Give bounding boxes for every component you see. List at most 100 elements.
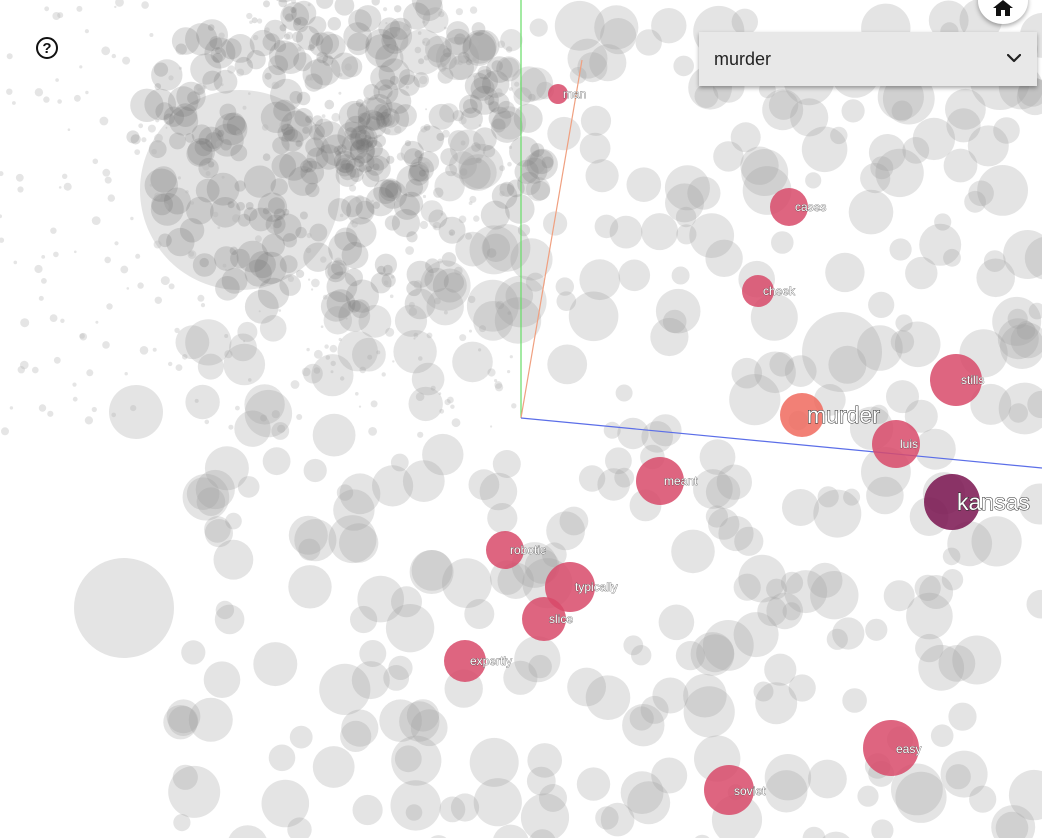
word-select-dropdown[interactable]: murder <box>699 32 1037 86</box>
background-point <box>196 19 229 51</box>
point-robotic-label: robotic <box>510 543 546 557</box>
point-stills[interactable]: stills <box>930 354 985 406</box>
background-point <box>473 215 480 222</box>
background-point <box>422 37 431 47</box>
background-point <box>493 824 529 838</box>
background-point <box>417 431 424 438</box>
background-point <box>406 231 418 243</box>
background-point <box>857 785 879 807</box>
point-man[interactable]: man <box>548 84 587 104</box>
point-cheek[interactable]: cheek <box>742 275 796 307</box>
point-cases-dot[interactable] <box>770 188 808 226</box>
background-point <box>280 110 313 143</box>
point-murder[interactable]: murder <box>780 393 881 437</box>
background-point <box>339 523 379 563</box>
background-point <box>600 17 637 55</box>
background-point <box>999 324 1042 369</box>
background-point <box>263 0 270 8</box>
background-point <box>334 227 358 251</box>
point-man-dot[interactable] <box>548 84 568 104</box>
background-point <box>381 273 396 288</box>
point-luis[interactable]: luis <box>872 420 920 468</box>
background-point <box>469 329 472 333</box>
background-point <box>15 173 24 182</box>
background-point <box>505 281 534 310</box>
background-point <box>577 52 608 83</box>
point-slice[interactable]: slice <box>522 597 574 641</box>
background-point <box>283 126 298 142</box>
background-point <box>780 571 804 594</box>
background-point <box>442 129 450 138</box>
background-point <box>303 458 327 483</box>
help-button[interactable]: ? <box>36 37 58 59</box>
background-point <box>443 310 448 315</box>
point-murder-label: murder <box>807 402 880 428</box>
background-point <box>541 156 554 169</box>
background-point <box>166 699 201 734</box>
background-point <box>391 586 422 618</box>
background-point <box>589 44 627 82</box>
background-point <box>469 195 477 203</box>
point-meant-dot[interactable] <box>636 457 684 505</box>
point-expertly[interactable]: expertly <box>444 640 512 682</box>
background-point <box>665 183 704 223</box>
point-soviet-label: soviet <box>734 784 766 798</box>
background-point <box>197 87 204 94</box>
background-point <box>425 258 440 274</box>
point-kansas-dot[interactable] <box>924 474 980 530</box>
background-point <box>243 165 276 198</box>
point-slice-dot[interactable] <box>522 597 566 641</box>
point-luis-dot[interactable] <box>872 420 920 468</box>
background-point <box>410 709 448 747</box>
background-point <box>460 107 483 130</box>
point-stills-dot[interactable] <box>930 354 982 406</box>
point-meant[interactable]: meant <box>636 457 698 505</box>
background-point <box>345 279 379 313</box>
point-cheek-dot[interactable] <box>742 275 774 307</box>
point-easy[interactable]: easy <box>863 720 922 776</box>
background-point <box>1028 302 1042 320</box>
background-point <box>106 303 113 310</box>
background-point <box>352 794 383 826</box>
background-point <box>1007 308 1028 329</box>
background-point <box>337 331 378 372</box>
point-expertly-dot[interactable] <box>444 640 486 682</box>
background-point <box>271 422 290 440</box>
background-point <box>302 59 333 90</box>
background-point <box>261 124 269 131</box>
background-point <box>569 67 587 84</box>
point-kansas[interactable]: kansas <box>924 474 1030 530</box>
point-typically-dot[interactable] <box>545 562 595 612</box>
background-point <box>463 54 466 58</box>
point-soviet-dot[interactable] <box>704 765 754 815</box>
background-point <box>325 260 347 283</box>
point-murder-dot[interactable] <box>780 393 824 437</box>
point-soviet[interactable]: soviet <box>704 765 766 815</box>
background-point <box>651 8 687 44</box>
background-point <box>1016 321 1036 340</box>
background-point <box>360 133 366 139</box>
background-point <box>185 384 220 420</box>
background-point <box>408 307 418 316</box>
point-typically[interactable]: typically <box>545 562 618 612</box>
background-point <box>517 171 541 196</box>
background-point <box>459 168 468 176</box>
background-point <box>236 201 246 211</box>
point-robotic-dot[interactable] <box>486 531 524 569</box>
background-point <box>341 133 370 161</box>
background-point <box>422 433 464 476</box>
background-point <box>457 51 470 64</box>
background-point <box>260 414 268 422</box>
background-point <box>468 30 500 61</box>
point-cases[interactable]: cases <box>770 188 827 226</box>
background-point <box>144 88 176 121</box>
point-easy-dot[interactable] <box>863 720 919 776</box>
background-point <box>491 118 506 133</box>
background-point <box>546 511 585 551</box>
background-point <box>393 330 437 374</box>
background-point <box>358 405 362 408</box>
background-point <box>418 58 425 65</box>
point-robotic[interactable]: robotic <box>486 531 546 569</box>
background-point <box>768 90 799 120</box>
